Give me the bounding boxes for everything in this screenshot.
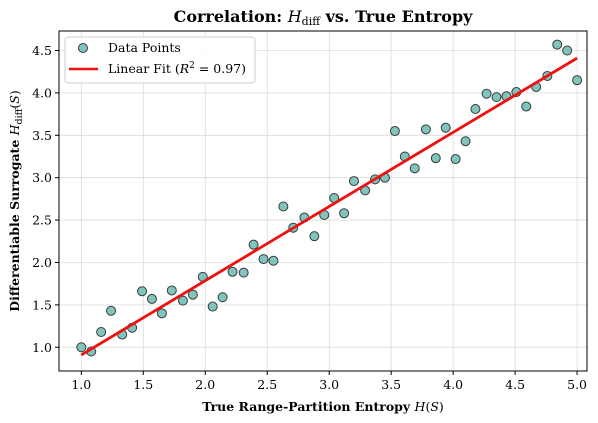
data-point [278, 201, 289, 212]
grid [59, 31, 587, 371]
data-point [238, 267, 249, 278]
data-point [96, 326, 107, 337]
legend-box [64, 36, 256, 84]
data-point [430, 153, 441, 164]
data-point [156, 308, 167, 319]
data-point [481, 88, 492, 99]
y-axis-label: Differentiable Surrogate Hdiff(S) [7, 90, 25, 312]
y-tick-label: 4.0 [32, 85, 52, 100]
legend-label-data-points: Data Points [108, 40, 181, 55]
x-axis-label: True Range-Partition Entropy H(S) [202, 399, 444, 414]
data-point [339, 208, 350, 219]
data-point [491, 92, 502, 103]
x-tick-label: 1.5 [133, 377, 153, 392]
x-tick-label: 2.5 [257, 377, 277, 392]
data-point [420, 124, 431, 135]
data-point [552, 39, 563, 50]
data-point [166, 285, 177, 296]
data-point [137, 286, 148, 297]
data-point [409, 163, 420, 174]
data-point [562, 45, 573, 56]
data-point [450, 154, 461, 165]
legend-marker-data-points [78, 43, 88, 53]
x-tick-label: 3.0 [319, 377, 339, 392]
data-point [348, 176, 359, 187]
data-point [187, 289, 198, 300]
x-tick-label: 4.5 [505, 377, 525, 392]
data-point [268, 255, 279, 266]
data-point [521, 101, 532, 112]
data-point [440, 122, 451, 133]
data-point [470, 104, 481, 115]
y-tick-label: 2.5 [32, 213, 52, 228]
x-tick-label: 1.0 [71, 377, 91, 392]
legend: Data Points Linear Fit (R2 = 0.97) [64, 36, 256, 84]
data-point [248, 239, 259, 250]
axis-ticks: 1.0 1.5 2.0 2.5 3.0 3.5 4.0 4.5 5.0 1.0 1.5 2.0 2.5 3… [32, 43, 587, 392]
data-point [217, 292, 228, 303]
data-point [76, 342, 87, 353]
chart-title: Correlation: Hdiff vs. True Entropy [174, 7, 474, 28]
x-tick-label: 3.5 [381, 377, 401, 392]
data-point [177, 295, 188, 306]
y-tick-label: 4.5 [32, 43, 52, 58]
data-layer [76, 39, 583, 357]
linear-fit-line [80, 56, 578, 357]
x-tick-label: 4.0 [443, 377, 463, 392]
legend-label-linear-fit: Linear Fit (R2 = 0.97) [108, 61, 246, 76]
x-tick-label: 5.0 [567, 377, 587, 392]
x-tick-label: 2.0 [195, 377, 215, 392]
plot-frame [58, 30, 588, 372]
y-tick-label: 1.5 [32, 297, 52, 312]
y-tick-label: 1.0 [32, 340, 52, 355]
data-point [258, 254, 269, 265]
data-point [106, 305, 117, 316]
y-tick-label: 3.0 [32, 170, 52, 185]
y-tick-label: 2.0 [32, 255, 52, 270]
data-point [146, 293, 157, 304]
y-tick-label: 3.5 [32, 128, 52, 143]
data-point [460, 136, 471, 147]
data-point [309, 231, 320, 242]
data-point [572, 75, 583, 86]
data-point [227, 266, 238, 277]
data-point [207, 301, 218, 312]
data-point [389, 126, 400, 137]
